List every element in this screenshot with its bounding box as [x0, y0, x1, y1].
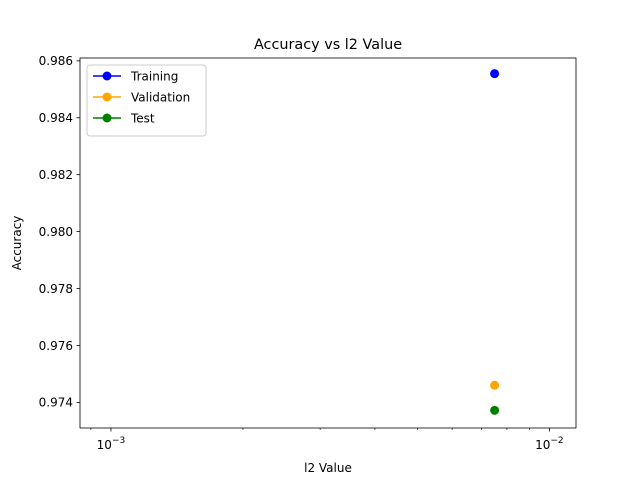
x-tick-label-base: 10 — [535, 438, 550, 452]
y-tick-label: 0.986 — [39, 54, 73, 68]
x-tick-label: 10−3 — [97, 436, 126, 452]
legend-marker-test — [102, 113, 112, 123]
y-tick-label: 0.984 — [39, 111, 73, 125]
y-tick-label: 0.974 — [39, 396, 73, 410]
legend-label-validation: Validation — [131, 90, 190, 104]
data-point-validation — [490, 380, 500, 390]
legend-label-training: Training — [130, 69, 178, 83]
chart-title: Accuracy vs l2 Value — [254, 37, 402, 53]
data-point-training — [490, 69, 500, 79]
x-tick-label-exponent: −2 — [550, 436, 563, 446]
data-point-test — [490, 405, 500, 415]
legend-marker-validation — [102, 92, 112, 102]
legend-marker-training — [102, 71, 112, 81]
legend: Training Validation Test — [86, 64, 207, 137]
legend-label-test: Test — [130, 111, 155, 125]
x-axis-label: l2 Value — [304, 461, 352, 475]
y-tick-label: 0.976 — [39, 339, 73, 353]
y-tick-label: 0.980 — [39, 225, 73, 239]
y-axis-label: Accuracy — [10, 216, 24, 271]
y-tick-label: 0.982 — [39, 168, 73, 182]
axes-frame — [79, 57, 577, 429]
x-tick-label: 10−2 — [535, 436, 564, 452]
y-tick-label: 0.978 — [39, 282, 73, 296]
x-tick-label-exponent: −3 — [112, 436, 125, 446]
x-tick-label-base: 10 — [97, 438, 112, 452]
